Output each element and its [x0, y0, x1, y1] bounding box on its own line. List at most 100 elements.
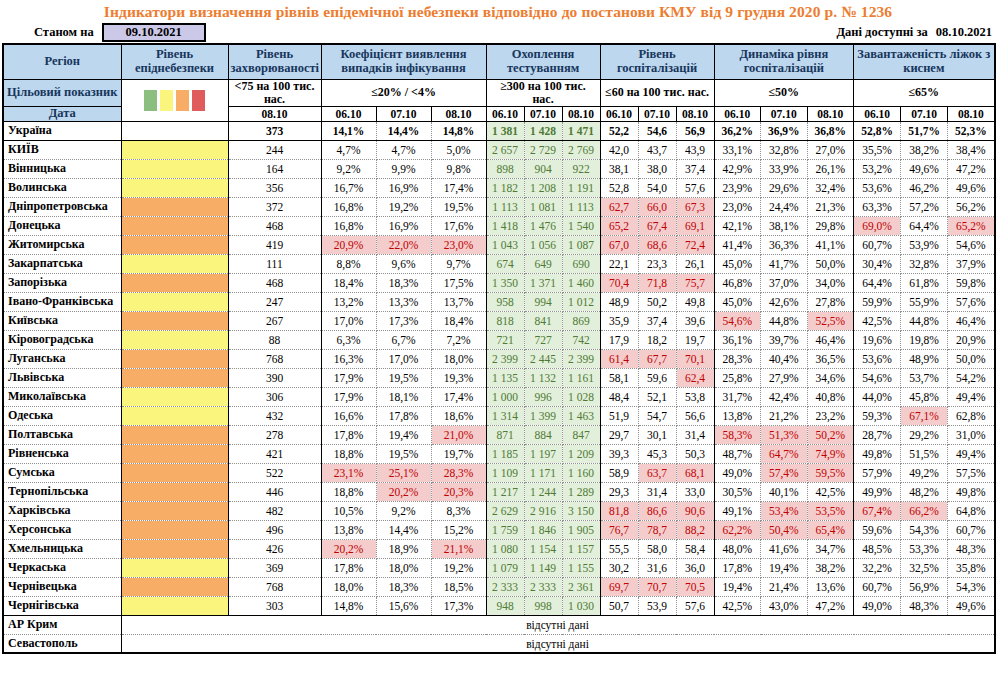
coef-cell: 19,5% — [376, 444, 431, 463]
hosp-cell: 22,1 — [600, 254, 638, 273]
hosp-cell: 43,7 — [638, 140, 676, 159]
target-oxygen-beds: ≤65% — [854, 79, 995, 106]
hosp-cell: 50,2 — [638, 292, 676, 311]
table-row: Україна37314,1%14,4%14,8%1 3811 4281 471… — [3, 121, 995, 140]
dyn-cell: 47,2% — [807, 596, 854, 615]
data-available-date: 08.10.2021 — [936, 25, 992, 40]
coef-cell: 25,1% — [376, 463, 431, 482]
beds-cell: 57,6% — [948, 292, 995, 311]
testing-cell: 2 729 — [524, 140, 562, 159]
testing-cell: 2 769 — [562, 140, 600, 159]
hosp-cell: 58,9 — [600, 463, 638, 482]
testing-cell: 1 087 — [562, 235, 600, 254]
hosp-cell: 70,7 — [638, 577, 676, 596]
coef-cell: 19,3% — [431, 368, 486, 387]
coef-cell: 16,6% — [321, 406, 376, 425]
testing-cell: 2 629 — [486, 501, 524, 520]
beds-cell: 64,4% — [854, 273, 901, 292]
date-cell: 08.10 — [948, 106, 995, 121]
hosp-cell: 54,6 — [638, 121, 676, 140]
table-row: Кіровоградська886,3%6,7%7,2%72172774217,… — [3, 330, 995, 349]
dyn-cell: 53,4% — [761, 501, 808, 520]
dyn-cell: 27,0% — [807, 140, 854, 159]
hosp-cell: 39,3 — [600, 444, 638, 463]
hosp-cell: 38,0 — [638, 159, 676, 178]
coef-cell: 16,9% — [376, 216, 431, 235]
testing-cell: 1 132 — [524, 368, 562, 387]
coef-cell: 14,8% — [431, 121, 486, 140]
dyn-cell: 19,4% — [714, 577, 761, 596]
epidemic-level-cell — [121, 463, 228, 482]
morbidity-cell: 482 — [228, 501, 321, 520]
testing-cell: 922 — [562, 159, 600, 178]
testing-cell: 1 012 — [562, 292, 600, 311]
hosp-cell: 67,4 — [638, 216, 676, 235]
dyn-cell: 41,1% — [807, 235, 854, 254]
morbidity-cell: 768 — [228, 349, 321, 368]
region-name-cell: Миколаївська — [3, 387, 121, 406]
section-morbidity: Рівень захворюваності — [228, 44, 321, 79]
hosp-cell: 57,6 — [676, 178, 714, 197]
beds-cell: 56,9% — [901, 577, 948, 596]
beds-cell: 52,8% — [854, 121, 901, 140]
morbidity-cell: 369 — [228, 558, 321, 577]
epidemic-level-cell — [121, 235, 228, 254]
dyn-cell: 42,4% — [761, 387, 808, 406]
coef-cell: 17,3% — [431, 596, 486, 615]
dyn-cell: 46,4% — [807, 330, 854, 349]
table-row: Миколаївська30617,9%18,1%17,4%1 0009961 … — [3, 387, 995, 406]
beds-cell: 57,2% — [901, 197, 948, 216]
dyn-cell: 50,0% — [807, 254, 854, 273]
beds-cell: 53,9% — [901, 235, 948, 254]
dyn-cell: 23,0% — [714, 197, 761, 216]
beds-cell: 46,2% — [901, 178, 948, 197]
dyn-cell: 29,6% — [761, 178, 808, 197]
morbidity-cell: 247 — [228, 292, 321, 311]
region-name-cell: Луганська — [3, 349, 121, 368]
morbidity-cell: 303 — [228, 596, 321, 615]
beds-cell: 53,2% — [854, 159, 901, 178]
testing-cell: 1 182 — [486, 178, 524, 197]
hosp-cell: 38,1 — [600, 159, 638, 178]
epidemic-level-cell — [121, 558, 228, 577]
epidemic-level-cell — [121, 349, 228, 368]
table-row: КИЇВ2444,7%4,7%5,0%2 6572 7292 76942,043… — [3, 140, 995, 159]
target-detection-coef: ≤20% / <4% — [321, 79, 486, 106]
beds-cell: 63,3% — [854, 197, 901, 216]
epidemic-level-cell — [121, 596, 228, 615]
beds-cell: 48,9% — [901, 349, 948, 368]
table-row: Дніпропетровська37216,8%19,2%19,5%1 1131… — [3, 197, 995, 216]
coef-cell: 19,5% — [376, 368, 431, 387]
hosp-cell: 53,9 — [638, 596, 676, 615]
hosp-cell: 72,4 — [676, 235, 714, 254]
beds-cell: 54,6% — [948, 235, 995, 254]
testing-cell: 841 — [524, 311, 562, 330]
beds-cell: 61,8% — [901, 273, 948, 292]
testing-cell: 1 244 — [524, 482, 562, 501]
coef-cell: 18,4% — [321, 273, 376, 292]
morbidity-cell: 267 — [228, 311, 321, 330]
header-row-targets: Цільовий показник <75 на 100 тис. нас. ≤… — [3, 79, 995, 106]
beds-cell: 49,2% — [901, 463, 948, 482]
beds-cell: 49,9% — [854, 482, 901, 501]
hosp-cell: 30,2 — [600, 558, 638, 577]
section-oxygen-beds: Завантаженість ліжок з киснем — [854, 44, 995, 79]
coef-cell: 21,1% — [431, 539, 486, 558]
coef-cell: 18,0% — [376, 558, 431, 577]
region-name-cell: Черкаська — [3, 558, 121, 577]
coef-cell: 18,0% — [321, 577, 376, 596]
beds-cell: 48,5% — [854, 539, 901, 558]
beds-cell: 65,2% — [948, 216, 995, 235]
morbidity-cell: 373 — [228, 121, 321, 140]
hosp-cell: 48,4 — [600, 387, 638, 406]
epidemic-level-cell — [121, 520, 228, 539]
table-row: Севастопольвідсутні дані — [3, 634, 995, 653]
target-morbidity: <75 на 100 тис. нас. — [228, 79, 321, 106]
dyn-cell: 64,7% — [761, 444, 808, 463]
testing-cell: 1 109 — [486, 463, 524, 482]
testing-cell: 948 — [486, 596, 524, 615]
testing-cell: 1 471 — [562, 121, 600, 140]
coef-cell: 6,7% — [376, 330, 431, 349]
dyn-cell: 42,5% — [807, 482, 854, 501]
testing-cell: 1 197 — [524, 444, 562, 463]
